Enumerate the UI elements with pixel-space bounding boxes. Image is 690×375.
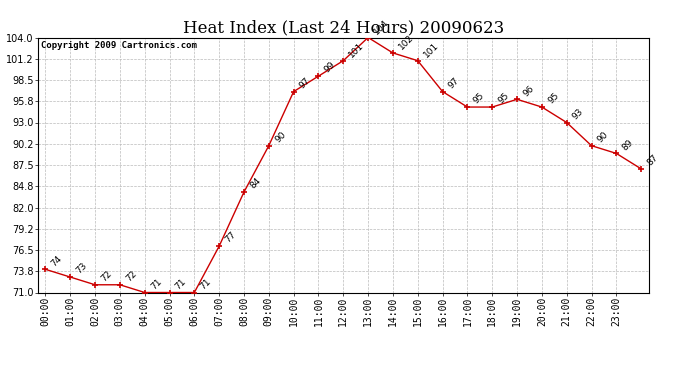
Text: 102: 102	[397, 33, 415, 52]
Text: 72: 72	[99, 269, 114, 284]
Text: 99: 99	[323, 60, 337, 75]
Text: 97: 97	[446, 76, 461, 90]
Text: 90: 90	[273, 130, 288, 144]
Text: 101: 101	[348, 41, 366, 59]
Text: 73: 73	[75, 261, 89, 276]
Text: 87: 87	[645, 153, 660, 168]
Text: 84: 84	[248, 176, 263, 190]
Title: Heat Index (Last 24 Hours) 20090623: Heat Index (Last 24 Hours) 20090623	[183, 19, 504, 36]
Text: 90: 90	[595, 130, 610, 144]
Text: 71: 71	[174, 277, 188, 291]
Text: 89: 89	[620, 138, 635, 152]
Text: 96: 96	[521, 83, 535, 98]
Text: 71: 71	[149, 277, 164, 291]
Text: 77: 77	[224, 230, 238, 245]
Text: 74: 74	[50, 254, 64, 268]
Text: 97: 97	[298, 76, 313, 90]
Text: 71: 71	[199, 277, 213, 291]
Text: 95: 95	[471, 91, 486, 106]
Text: 95: 95	[546, 91, 560, 106]
Text: 104: 104	[373, 18, 391, 36]
Text: 72: 72	[124, 269, 139, 284]
Text: 93: 93	[571, 106, 585, 121]
Text: 95: 95	[496, 91, 511, 106]
Text: Copyright 2009 Cartronics.com: Copyright 2009 Cartronics.com	[41, 41, 197, 50]
Text: 101: 101	[422, 41, 440, 59]
